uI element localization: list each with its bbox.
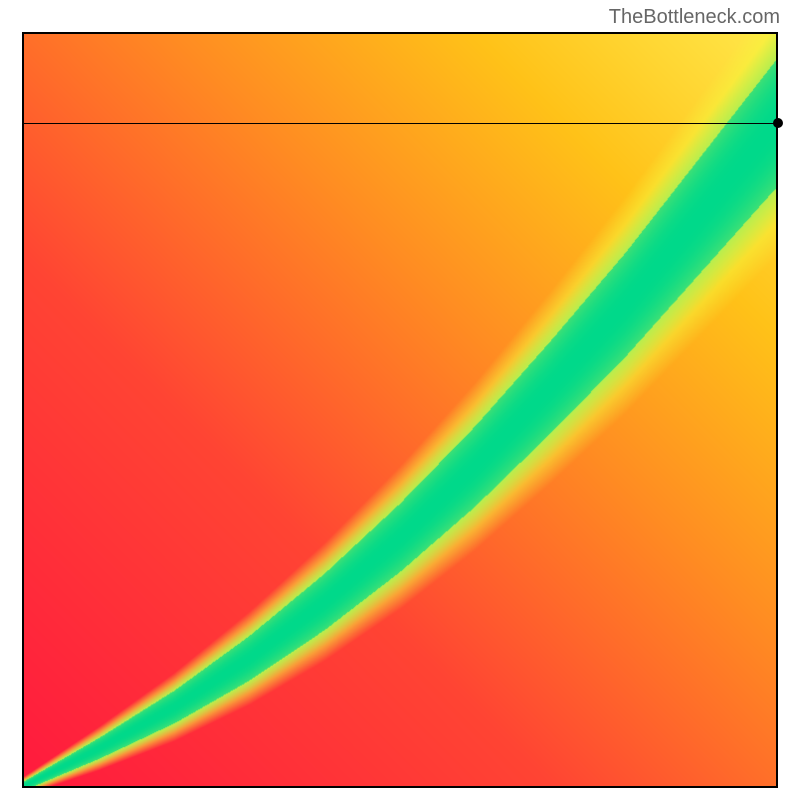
- heatmap-canvas: [22, 32, 778, 788]
- watermark-text: TheBottleneck.com: [609, 6, 780, 29]
- horizontal-reference-line: [22, 123, 778, 124]
- chart-container: TheBottleneck.com: [0, 0, 800, 800]
- reference-marker: [773, 118, 783, 128]
